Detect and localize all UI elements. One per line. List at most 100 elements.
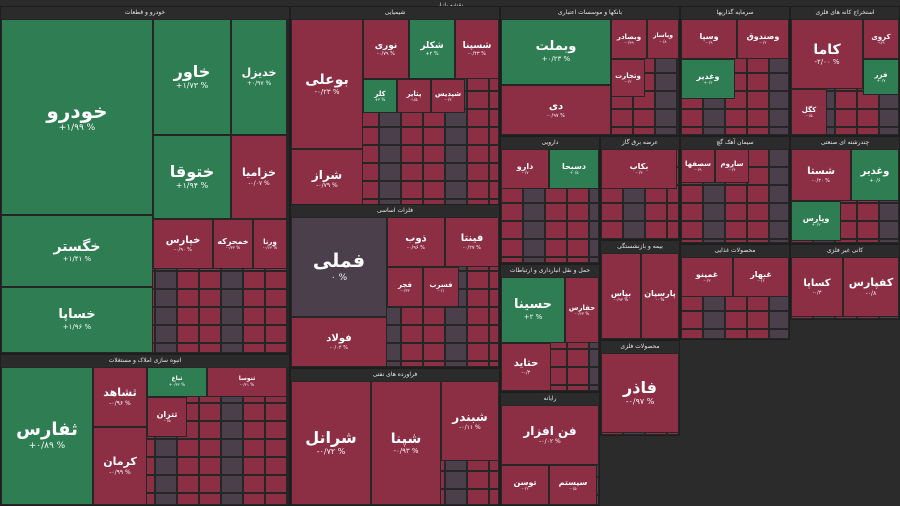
minor-stock-tile[interactable] — [199, 421, 221, 439]
stock-tile[interactable]: خمحرکه -۰/۳۳ % — [213, 219, 253, 269]
minor-stock-tile[interactable] — [677, 127, 679, 135]
minor-stock-tile[interactable] — [489, 163, 499, 181]
minor-stock-tile[interactable] — [243, 475, 265, 493]
minor-stock-tile[interactable] — [769, 109, 789, 127]
minor-stock-tile[interactable] — [857, 127, 879, 135]
minor-stock-tile[interactable] — [155, 493, 177, 505]
minor-stock-tile[interactable] — [199, 343, 221, 353]
minor-stock-tile[interactable] — [645, 203, 667, 221]
minor-stock-tile[interactable] — [703, 239, 725, 243]
minor-stock-tile[interactable] — [601, 221, 623, 239]
minor-stock-tile[interactable] — [467, 307, 489, 325]
stock-tile[interactable]: وپاسار -۰/۸ — [647, 19, 679, 59]
minor-stock-tile[interactable] — [287, 19, 289, 37]
minor-stock-tile[interactable] — [423, 361, 445, 367]
minor-stock-tile[interactable] — [445, 471, 467, 489]
minor-stock-tile[interactable] — [221, 343, 243, 353]
minor-stock-tile[interactable] — [287, 307, 289, 325]
minor-stock-tile[interactable] — [747, 329, 769, 339]
stock-tile[interactable]: پتایر -۱/۵ — [397, 79, 431, 113]
stock-tile[interactable]: ختوقا +۱/۹۴ % — [153, 135, 231, 219]
minor-stock-tile[interactable] — [401, 145, 423, 163]
minor-stock-tile[interactable] — [243, 421, 265, 439]
minor-stock-tile[interactable] — [177, 439, 199, 457]
minor-stock-tile[interactable] — [265, 493, 287, 505]
minor-stock-tile[interactable] — [769, 73, 789, 91]
minor-stock-tile[interactable] — [769, 221, 789, 239]
minor-stock-tile[interactable] — [681, 329, 703, 339]
minor-stock-tile[interactable] — [199, 403, 221, 421]
minor-stock-tile[interactable] — [467, 145, 489, 163]
stock-tile[interactable]: ثتران -۰/۵ — [147, 397, 187, 437]
minor-stock-tile[interactable] — [445, 181, 467, 199]
minor-stock-tile[interactable] — [423, 181, 445, 199]
minor-stock-tile[interactable] — [287, 55, 289, 73]
minor-stock-tile[interactable] — [423, 343, 445, 361]
minor-stock-tile[interactable] — [835, 239, 857, 243]
minor-stock-tile[interactable] — [287, 421, 289, 439]
minor-stock-tile[interactable] — [611, 127, 633, 135]
minor-stock-tile[interactable] — [265, 421, 287, 439]
minor-stock-tile[interactable] — [221, 475, 243, 493]
minor-stock-tile[interactable] — [155, 475, 177, 493]
minor-stock-tile[interactable] — [725, 239, 747, 243]
minor-stock-tile[interactable] — [177, 343, 199, 353]
minor-stock-tile[interactable] — [177, 457, 199, 475]
minor-stock-tile[interactable] — [489, 471, 499, 489]
minor-stock-tile[interactable] — [623, 221, 645, 239]
minor-stock-tile[interactable] — [287, 385, 289, 403]
minor-stock-tile[interactable] — [769, 167, 789, 185]
minor-stock-tile[interactable] — [221, 307, 243, 325]
minor-stock-tile[interactable] — [155, 271, 177, 289]
minor-stock-tile[interactable] — [747, 167, 769, 185]
minor-stock-tile[interactable] — [769, 203, 789, 221]
minor-stock-tile[interactable] — [221, 271, 243, 289]
minor-stock-tile[interactable] — [155, 457, 177, 475]
stock-tile[interactable]: حفارس -۰/۶۳ % — [565, 277, 599, 343]
minor-stock-tile[interactable] — [199, 289, 221, 307]
minor-stock-tile[interactable] — [287, 253, 289, 271]
minor-stock-tile[interactable] — [681, 127, 703, 135]
stock-tile[interactable]: فن افزار -۰/۰۲ % — [501, 405, 599, 465]
minor-stock-tile[interactable] — [199, 325, 221, 343]
minor-stock-tile[interactable] — [725, 311, 747, 329]
stock-tile[interactable]: حسینا +۲ % — [501, 277, 565, 343]
minor-stock-tile[interactable] — [177, 289, 199, 307]
minor-stock-tile[interactable] — [545, 239, 567, 257]
minor-stock-tile[interactable] — [681, 239, 703, 243]
minor-stock-tile[interactable] — [677, 73, 679, 91]
stock-tile[interactable]: بپاس -۰/۹۳ % — [601, 253, 641, 339]
stock-tile[interactable]: نوری -۰/۷۹ % — [363, 19, 409, 79]
minor-stock-tile[interactable] — [835, 109, 857, 127]
minor-stock-tile[interactable] — [199, 439, 221, 457]
minor-stock-tile[interactable] — [489, 343, 499, 361]
minor-stock-tile[interactable] — [747, 311, 769, 329]
minor-stock-tile[interactable] — [401, 361, 423, 367]
minor-stock-tile[interactable] — [857, 203, 879, 221]
minor-stock-tile[interactable] — [445, 127, 467, 145]
minor-stock-tile[interactable] — [725, 185, 747, 203]
minor-stock-tile[interactable] — [667, 221, 679, 239]
minor-stock-tile[interactable] — [589, 221, 599, 239]
minor-stock-tile[interactable] — [857, 109, 879, 127]
minor-stock-tile[interactable] — [769, 329, 789, 339]
stock-tile[interactable]: بکاب -۰/۳ — [601, 149, 677, 189]
stock-tile[interactable]: خگستر +۱/۴۱ % — [1, 215, 153, 287]
minor-stock-tile[interactable] — [221, 457, 243, 475]
minor-stock-tile[interactable] — [379, 163, 401, 181]
minor-stock-tile[interactable] — [445, 145, 467, 163]
minor-stock-tile[interactable] — [725, 329, 747, 339]
minor-stock-tile[interactable] — [489, 91, 499, 109]
minor-stock-tile[interactable] — [623, 203, 645, 221]
minor-stock-tile[interactable] — [677, 91, 679, 109]
minor-stock-tile[interactable] — [611, 109, 633, 127]
minor-stock-tile[interactable] — [677, 109, 679, 127]
stock-tile[interactable]: فزر +۰/۷ — [863, 59, 899, 95]
stock-tile[interactable]: کگل -۰/۵ — [791, 89, 827, 135]
stock-tile[interactable]: ثشاهد -۰/۹۶ % — [93, 367, 147, 427]
minor-stock-tile[interactable] — [523, 203, 545, 221]
minor-stock-tile[interactable] — [221, 421, 243, 439]
minor-stock-tile[interactable] — [445, 307, 467, 325]
stock-tile[interactable]: خزامیا -۰/۰۷ % — [231, 135, 287, 219]
minor-stock-tile[interactable] — [287, 493, 289, 505]
